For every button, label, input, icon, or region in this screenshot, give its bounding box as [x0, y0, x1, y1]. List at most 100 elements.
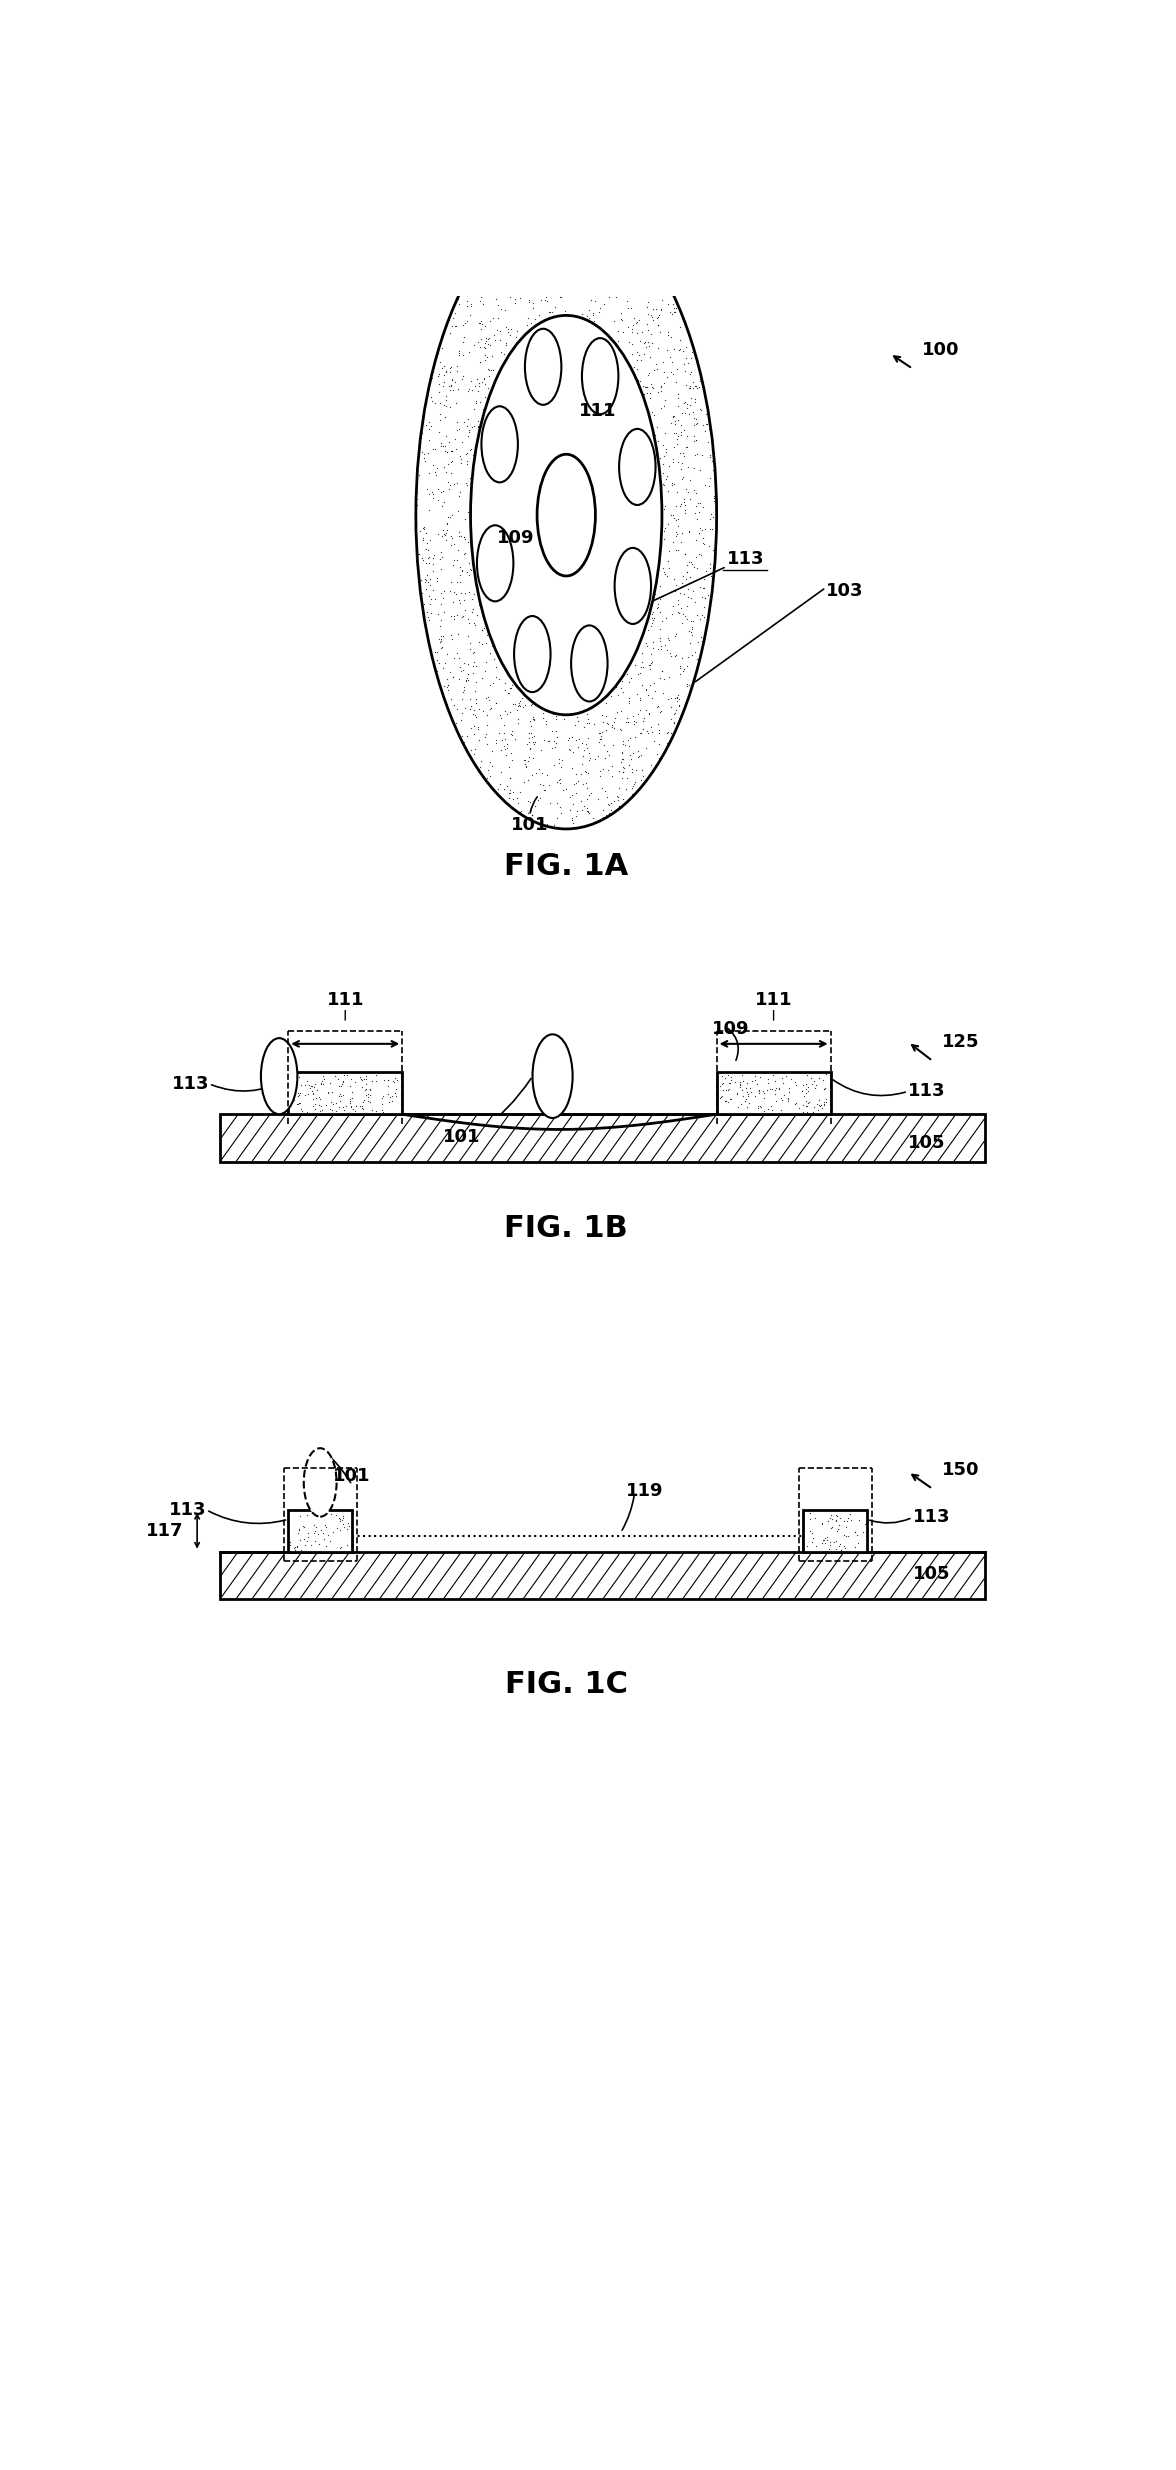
Point	[413, 412, 432, 452]
Point	[699, 395, 717, 435]
Point	[475, 329, 494, 368]
Point	[681, 368, 700, 408]
Point	[306, 1512, 325, 1551]
Point	[450, 472, 469, 511]
Point	[453, 336, 472, 375]
Point	[475, 361, 494, 400]
Point	[441, 615, 460, 655]
Point	[500, 277, 519, 316]
Point	[702, 494, 721, 534]
Point	[602, 319, 621, 358]
Point	[537, 756, 556, 795]
Point	[463, 435, 482, 474]
Point	[512, 790, 530, 830]
Point	[449, 279, 468, 319]
Point	[654, 454, 673, 494]
Point	[629, 736, 648, 776]
Point	[630, 655, 649, 694]
Point	[305, 1079, 323, 1119]
Point	[581, 739, 600, 778]
Point	[576, 753, 595, 793]
Point	[426, 580, 445, 620]
Circle shape	[582, 338, 619, 415]
Point	[583, 294, 602, 333]
Point	[454, 721, 473, 761]
Point	[663, 496, 682, 536]
Point	[499, 309, 517, 348]
Point	[313, 1065, 332, 1104]
Point	[710, 1079, 729, 1119]
Point	[520, 701, 539, 741]
Point	[305, 1512, 323, 1551]
Point	[523, 719, 542, 758]
Point	[635, 368, 654, 408]
Point	[522, 706, 541, 746]
Point	[469, 585, 488, 625]
Point	[803, 1092, 822, 1131]
Point	[439, 496, 457, 536]
Point	[675, 343, 694, 383]
Point	[366, 1060, 385, 1099]
Point	[606, 709, 624, 748]
Point	[499, 311, 517, 351]
Point	[519, 793, 537, 832]
Point	[374, 1092, 393, 1131]
Point	[517, 748, 536, 788]
Point	[652, 388, 670, 427]
Point	[637, 627, 656, 667]
Point	[620, 746, 639, 785]
Point	[802, 1522, 821, 1561]
Point	[590, 751, 609, 790]
Point	[473, 363, 492, 403]
Point	[569, 719, 588, 758]
Point	[477, 615, 496, 655]
Point	[654, 351, 673, 390]
Point	[620, 662, 639, 701]
Point	[671, 573, 690, 613]
Point	[420, 474, 439, 514]
Point	[523, 697, 542, 736]
Point	[670, 309, 689, 348]
Point	[449, 284, 468, 324]
Point	[838, 1517, 857, 1556]
Point	[456, 534, 475, 573]
Point	[495, 768, 514, 808]
Point	[520, 719, 539, 758]
Point	[524, 699, 543, 739]
Point	[673, 445, 691, 484]
Point	[373, 1077, 392, 1116]
Point	[574, 731, 593, 771]
Point	[622, 659, 641, 699]
Point	[700, 526, 719, 566]
Point	[650, 692, 669, 731]
Point	[722, 1079, 741, 1119]
Point	[810, 1079, 829, 1119]
Point	[797, 1070, 816, 1109]
Point	[501, 734, 520, 773]
Point	[490, 348, 509, 388]
Point	[704, 479, 723, 519]
Point	[592, 716, 610, 756]
Point	[749, 1087, 768, 1126]
Point	[648, 296, 667, 336]
Point	[679, 637, 697, 677]
Text: 105: 105	[913, 1566, 950, 1583]
Point	[430, 538, 449, 578]
Point	[814, 1522, 833, 1561]
Point	[460, 368, 479, 408]
Point	[593, 697, 612, 736]
Text: FIG. 1B: FIG. 1B	[505, 1213, 628, 1242]
Point	[583, 296, 602, 336]
Point	[497, 729, 516, 768]
Point	[644, 598, 663, 637]
Point	[342, 1072, 361, 1112]
Point	[621, 736, 640, 776]
Point	[572, 753, 590, 793]
Point	[749, 1074, 768, 1114]
Point	[539, 805, 557, 845]
Point	[428, 561, 447, 600]
Point	[466, 684, 485, 724]
Point	[774, 1062, 793, 1102]
Point	[519, 761, 537, 800]
Point	[413, 573, 432, 613]
